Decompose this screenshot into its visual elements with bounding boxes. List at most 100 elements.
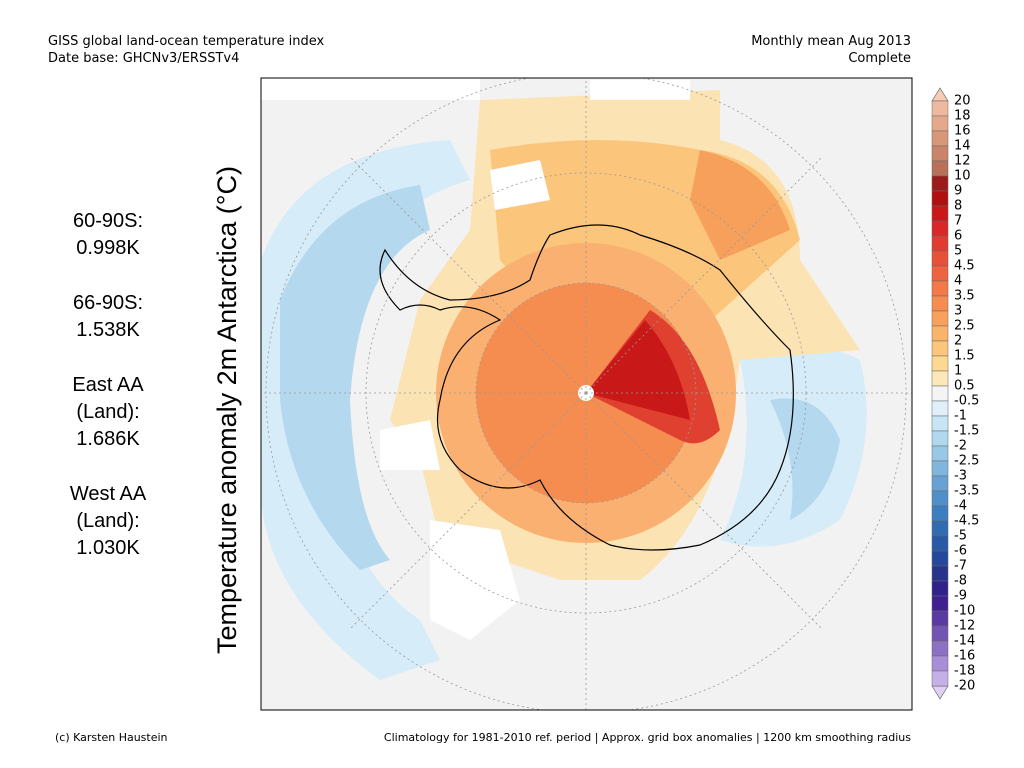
stat-label: 60-90S: [73, 210, 143, 232]
colorbar-box [931, 160, 949, 177]
colorbar-label: 1 [954, 364, 962, 379]
colorbar-label: 14 [954, 139, 971, 154]
stat-label: East AA [72, 374, 144, 396]
colorbar-label: -3 [954, 469, 967, 484]
colorbar-label: -10 [954, 604, 975, 619]
colorbar-label: -8 [954, 574, 967, 589]
period: Monthly mean Aug 2013 [751, 34, 911, 49]
colorbar-box [931, 235, 949, 252]
colorbar-label: -2 [954, 439, 967, 454]
land-anomaly [586, 320, 690, 420]
colorbar-label: 16 [954, 124, 971, 139]
colorbar-label: 2 [954, 334, 962, 349]
colorbar-label: -5 [954, 529, 967, 544]
colorbar-box [931, 445, 949, 462]
colorbar-box [931, 370, 949, 387]
colorbar-label: -7 [954, 559, 967, 574]
colorbar-label: 3.5 [954, 289, 975, 304]
colorbar-label: 8 [954, 199, 962, 214]
colorbar-arrow [931, 87, 949, 102]
colorbar-box [931, 190, 949, 207]
colorbar-box [931, 280, 949, 297]
meridians [261, 78, 912, 710]
colorbar-box [931, 415, 949, 432]
stat-label: (Land): [76, 401, 139, 423]
colorbar-label: 2.5 [954, 319, 975, 334]
colorbar-label: 4.5 [954, 259, 975, 274]
stat-value: 1.686K [76, 428, 140, 450]
colorbar-box [931, 475, 949, 492]
stat-value: 1.030K [76, 537, 140, 559]
credit: (c) Karsten Haustein [55, 731, 168, 744]
colorbar-box [931, 655, 949, 672]
no-data [261, 78, 690, 640]
colorbar-box [931, 520, 949, 537]
colorbar-label: -18 [954, 664, 975, 679]
colorbar-box [931, 265, 949, 282]
colorbar-box [931, 430, 949, 447]
stat-label: 66-90S: [73, 292, 143, 314]
colorbar-box [931, 220, 949, 237]
colorbar-label: -4.5 [954, 514, 979, 529]
colorbar-label: -16 [954, 649, 975, 664]
colorbar-label: -1 [954, 409, 967, 424]
coastline [379, 224, 794, 551]
colorbar-label: -1.5 [954, 424, 979, 439]
colorbar-label: 0.5 [954, 379, 975, 394]
colorbar-box [931, 670, 949, 687]
stat-label: (Land): [76, 510, 139, 532]
colorbar-label: 5 [954, 244, 962, 259]
colorbar-box [931, 505, 949, 522]
colorbar-box [931, 340, 949, 357]
colorbar-label: -3.5 [954, 484, 979, 499]
ocean-anomaly [770, 398, 840, 520]
colorbar-box [931, 205, 949, 222]
ocean-anomaly [280, 185, 430, 570]
colorbar-label: -20 [954, 679, 975, 694]
colorbar-label: -12 [954, 619, 975, 634]
colorbar-box [931, 535, 949, 552]
colorbar-box [931, 250, 949, 267]
colorbar-label: 3 [954, 304, 962, 319]
colorbar-label: 18 [954, 109, 971, 124]
stat-value: 0.998K [76, 237, 140, 259]
colorbar-box [931, 295, 949, 312]
colorbar-box [931, 490, 949, 507]
colorbar-box [931, 625, 949, 642]
colorbar-box [931, 130, 949, 147]
title: GISS global land-ocean temperature index [48, 34, 324, 49]
colorbar-box [931, 325, 949, 342]
colorbar-label: -0.5 [954, 394, 979, 409]
colorbar-label: 9 [954, 184, 962, 199]
colorbar-label: -6 [954, 544, 967, 559]
colorbar-label: -4 [954, 499, 967, 514]
colorbar-box [931, 175, 949, 192]
colorbar-label: -14 [954, 634, 975, 649]
colorbar-label: -9 [954, 589, 967, 604]
colorbar-box [931, 580, 949, 597]
colorbar-label: 12 [954, 154, 971, 169]
colorbar-label: 6 [954, 229, 962, 244]
axis-title: Temperature anomaly 2m Antarctica (°C) [212, 166, 242, 654]
colorbar-arrow [931, 685, 949, 700]
colorbar-label: 7 [954, 214, 962, 229]
map-frame [260, 77, 913, 711]
colorbar-box [931, 550, 949, 567]
footer-note: Climatology for 1981-2010 ref. period | … [384, 731, 911, 744]
colorbar-box [931, 400, 949, 417]
colorbar-box [931, 610, 949, 627]
colorbar-label: 4 [954, 274, 962, 289]
colorbar-box [931, 565, 949, 582]
colorbar-box [931, 460, 949, 477]
colorbar-box [931, 100, 949, 117]
colorbar-box [931, 595, 949, 612]
colorbar-label: 20 [954, 94, 971, 109]
colorbar-label: -2.5 [954, 454, 979, 469]
colorbar-box [931, 355, 949, 372]
map [261, 78, 912, 710]
colorbar-box [931, 145, 949, 162]
subtitle: Date base: GHCNv3/ERSSTv4 [48, 51, 239, 66]
colorbar-label: 10 [954, 169, 971, 184]
